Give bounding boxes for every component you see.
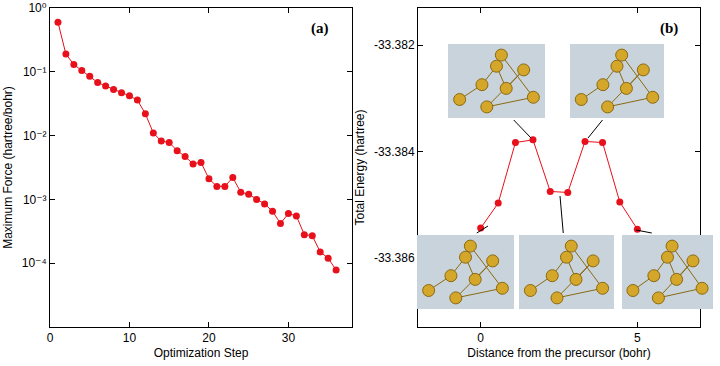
svg-text:10⁻³: 10⁻³ — [23, 193, 47, 207]
svg-text:-33.384: -33.384 — [374, 145, 415, 159]
svg-text:10⁻¹: 10⁻¹ — [23, 65, 47, 79]
svg-text:10⁻²: 10⁻² — [23, 129, 47, 143]
svg-text:Optimization Step: Optimization Step — [154, 346, 249, 360]
svg-text:10: 10 — [123, 331, 137, 345]
svg-text:30: 30 — [282, 331, 296, 345]
svg-text:Distance from the precursor (b: Distance from the precursor (bohr) — [467, 346, 650, 360]
svg-text:20: 20 — [202, 331, 216, 345]
svg-text:-33.382: -33.382 — [374, 38, 415, 52]
svg-text:Total Energy (hartree): Total Energy (hartree) — [353, 109, 367, 225]
svg-text:5: 5 — [634, 331, 641, 345]
svg-text:(a): (a) — [311, 20, 329, 37]
svg-text:0: 0 — [477, 331, 484, 345]
svg-text:10⁻⁴: 10⁻⁴ — [22, 256, 47, 270]
svg-text:Maximum Force (hartree/bohr): Maximum Force (hartree/bohr) — [1, 86, 15, 249]
svg-text:10⁰: 10⁰ — [28, 1, 46, 15]
svg-text:(b): (b) — [660, 20, 678, 37]
svg-text:0: 0 — [47, 331, 54, 345]
svg-text:-33.386: -33.386 — [374, 251, 415, 265]
